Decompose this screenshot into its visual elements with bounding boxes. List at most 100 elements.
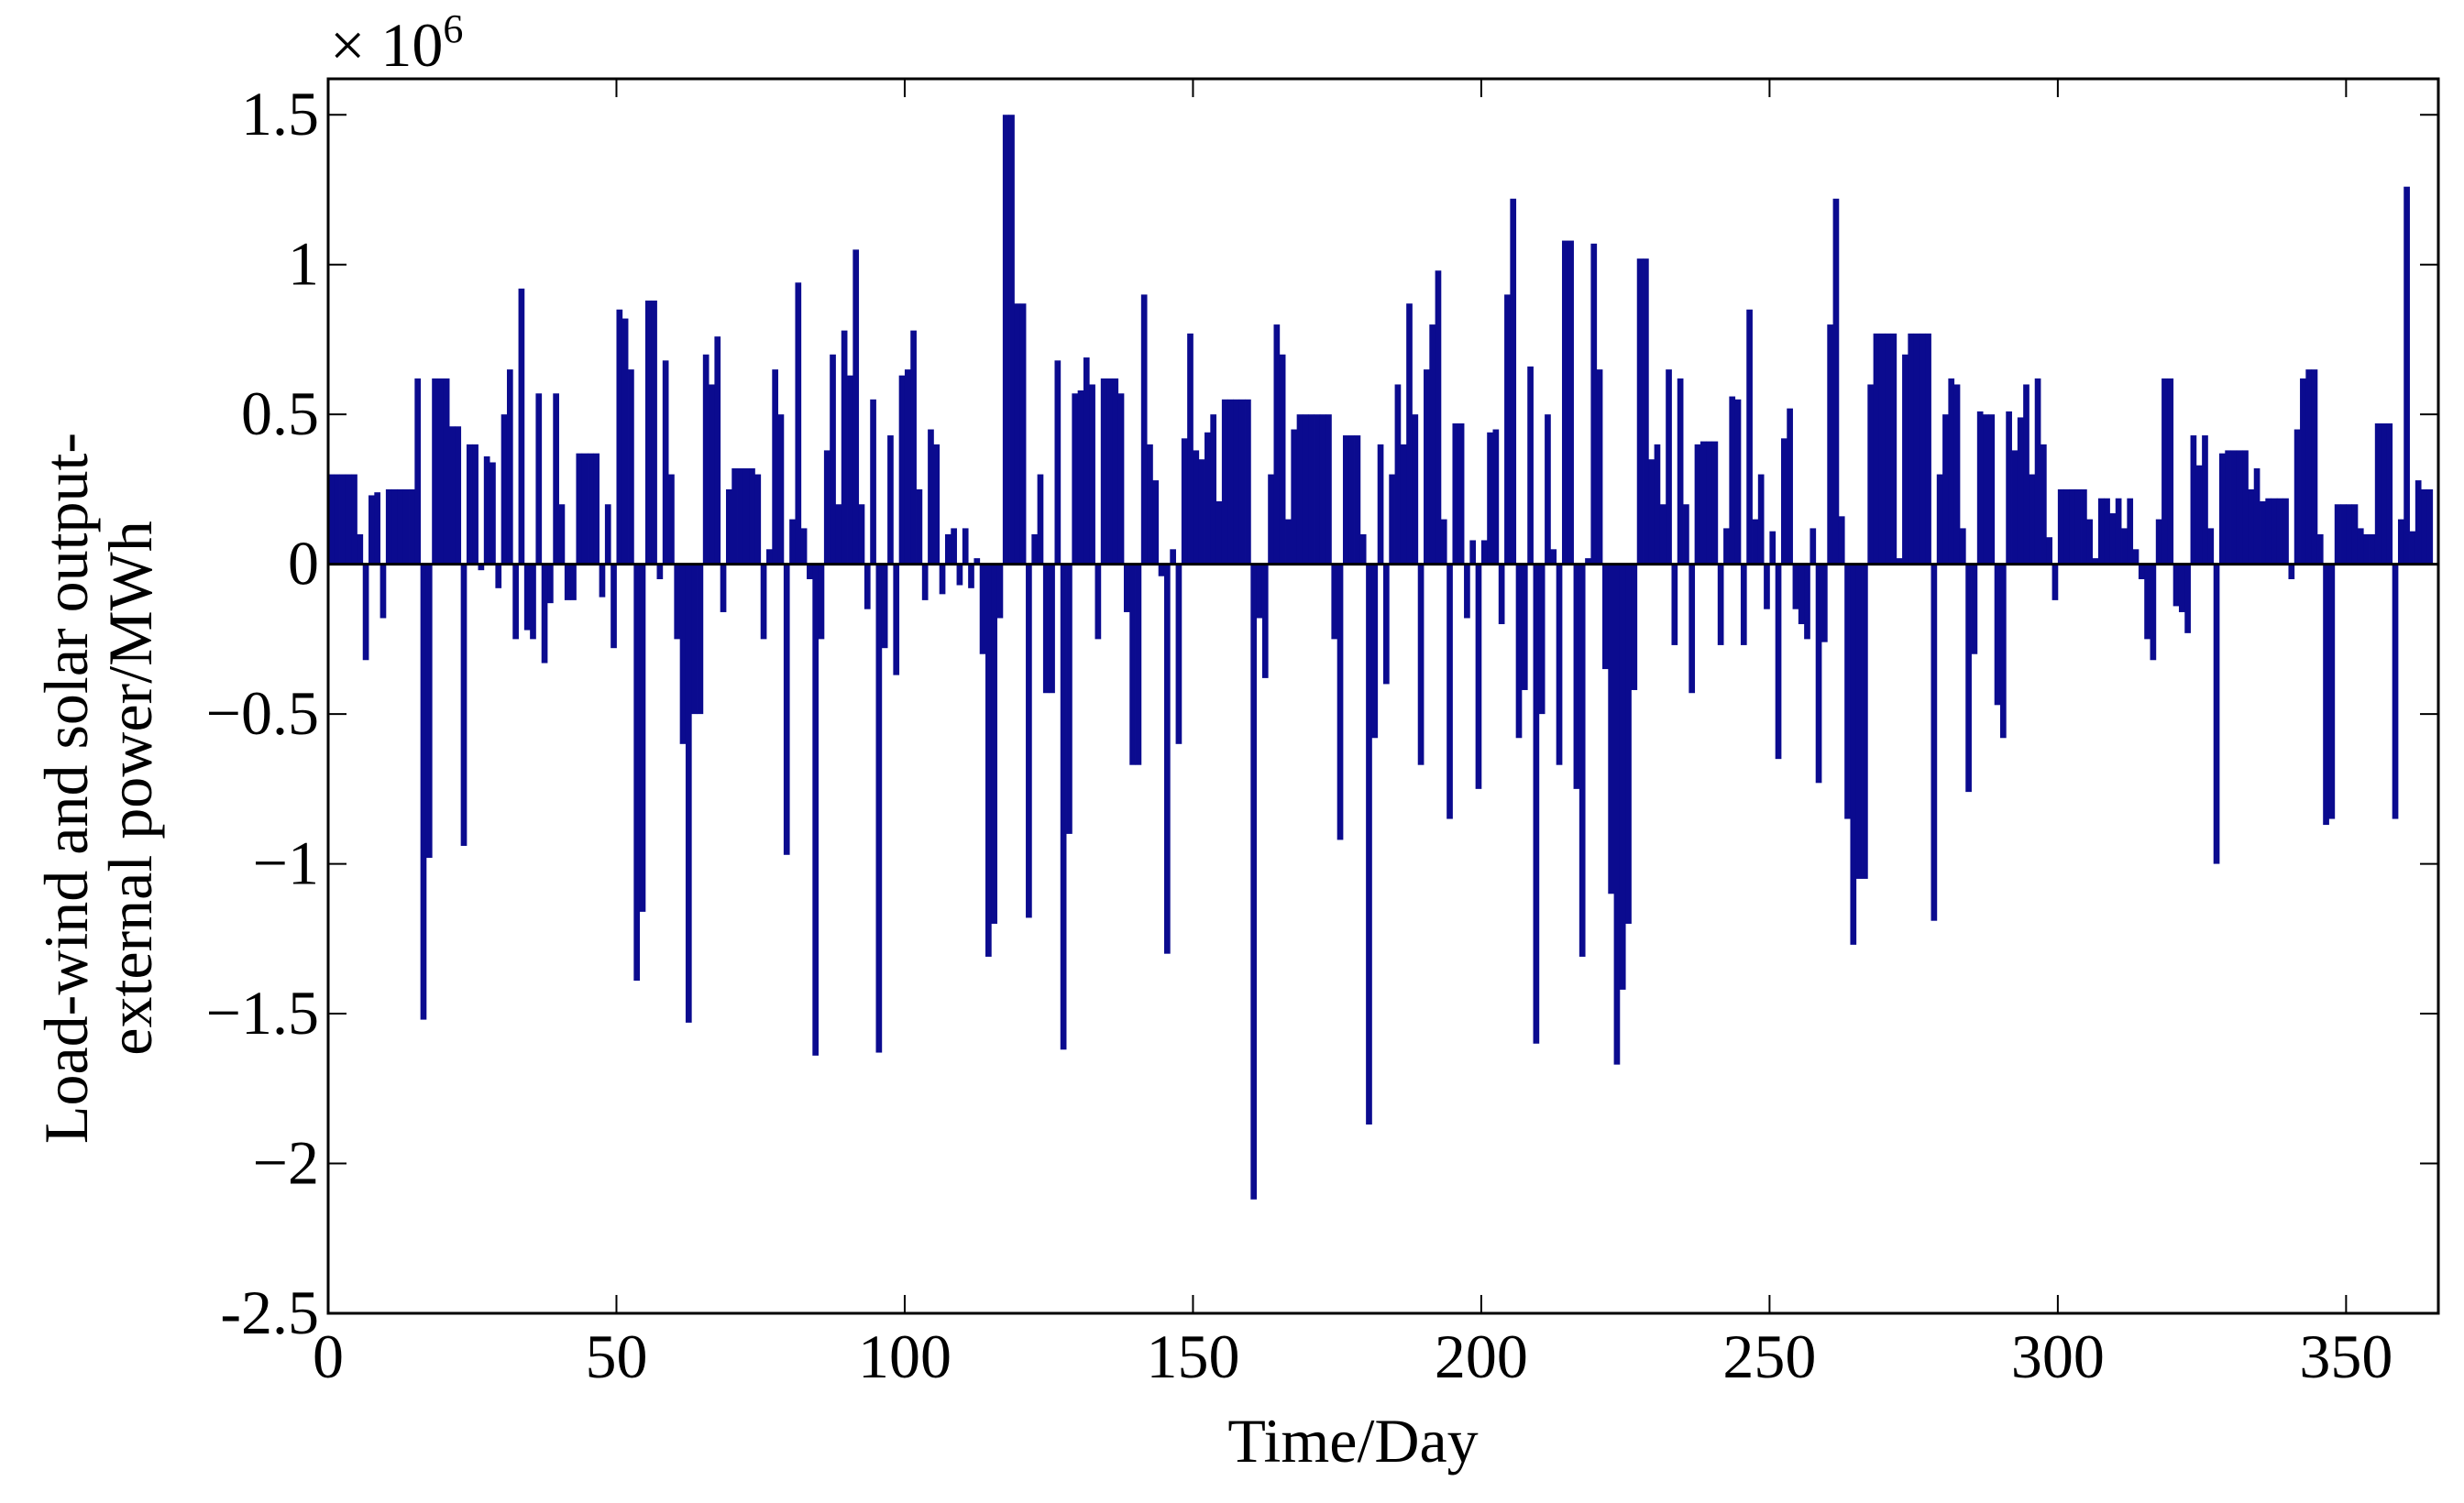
bar bbox=[1942, 414, 1949, 565]
y-multiplier: × 106 bbox=[330, 6, 463, 80]
bar bbox=[2109, 513, 2117, 565]
bar bbox=[2260, 500, 2266, 565]
bar bbox=[893, 564, 900, 675]
bar bbox=[835, 504, 842, 565]
bar bbox=[1568, 240, 1574, 565]
bar bbox=[1613, 564, 1621, 1065]
bar bbox=[460, 564, 468, 846]
bar bbox=[1838, 516, 1845, 565]
bar bbox=[1619, 564, 1626, 990]
bar bbox=[1764, 564, 1770, 609]
bar bbox=[512, 564, 519, 640]
bar bbox=[2150, 564, 2157, 661]
bar bbox=[1769, 531, 1776, 565]
bar bbox=[1383, 564, 1390, 685]
bar bbox=[2404, 186, 2410, 565]
bar bbox=[564, 564, 571, 600]
bar bbox=[968, 564, 974, 588]
bar bbox=[2057, 488, 2064, 565]
bar bbox=[1480, 540, 1488, 565]
bar bbox=[783, 564, 790, 855]
bar bbox=[1636, 258, 1644, 565]
bar bbox=[737, 468, 744, 565]
bar bbox=[1424, 369, 1430, 565]
bar bbox=[472, 444, 478, 565]
bar bbox=[2121, 528, 2128, 565]
bar bbox=[1608, 564, 1614, 894]
bar bbox=[2392, 564, 2399, 819]
bar bbox=[1117, 393, 1125, 565]
bar bbox=[1152, 480, 1160, 565]
bar bbox=[2300, 378, 2306, 565]
bar bbox=[449, 426, 456, 565]
bar bbox=[1319, 414, 1326, 565]
bar bbox=[1014, 303, 1021, 565]
bar bbox=[385, 488, 392, 565]
bar bbox=[725, 488, 732, 565]
bar bbox=[1204, 432, 1211, 565]
bar bbox=[1643, 258, 1649, 565]
bar bbox=[766, 549, 773, 565]
bar bbox=[1417, 564, 1424, 765]
bar bbox=[742, 468, 750, 565]
bar bbox=[2213, 564, 2220, 864]
bar bbox=[1510, 198, 1517, 565]
bar bbox=[1163, 564, 1171, 954]
bar bbox=[1389, 474, 1395, 565]
bar bbox=[1890, 333, 1898, 565]
bar bbox=[951, 528, 957, 565]
bar bbox=[2086, 519, 2094, 565]
y-axis-label-line: external power/MWh bbox=[95, 521, 165, 1055]
bar bbox=[1867, 384, 1875, 565]
bar bbox=[800, 528, 808, 565]
bar bbox=[1700, 441, 1707, 565]
bar bbox=[651, 300, 657, 565]
bar bbox=[1527, 366, 1534, 565]
bar bbox=[1602, 564, 1609, 670]
bar bbox=[2069, 488, 2076, 565]
bar bbox=[1193, 450, 1200, 565]
bar bbox=[604, 504, 611, 565]
bar bbox=[1181, 438, 1188, 565]
bar bbox=[1198, 459, 1205, 565]
bar bbox=[1953, 384, 1961, 565]
bar bbox=[1930, 564, 1938, 921]
bar bbox=[956, 564, 963, 586]
bar bbox=[732, 468, 738, 565]
bar bbox=[944, 533, 952, 565]
bar bbox=[1590, 243, 1598, 565]
bar bbox=[506, 369, 513, 565]
y-axis-label: Load-wind and solar output- external pow… bbox=[31, 433, 165, 1144]
bar bbox=[1556, 564, 1563, 765]
bar bbox=[2063, 488, 2070, 565]
bar bbox=[1187, 333, 1194, 565]
bar bbox=[500, 414, 508, 565]
bar bbox=[2282, 498, 2289, 565]
bar bbox=[2276, 498, 2283, 565]
bar bbox=[1238, 399, 1246, 565]
bar bbox=[2040, 444, 2047, 565]
bar bbox=[2195, 465, 2203, 565]
bar bbox=[1458, 422, 1465, 565]
bar bbox=[1475, 564, 1482, 789]
bar bbox=[662, 360, 669, 565]
bar bbox=[599, 564, 606, 598]
bar bbox=[1452, 422, 1459, 565]
bar bbox=[1913, 333, 1920, 565]
bar bbox=[2421, 488, 2427, 565]
bar bbox=[2409, 531, 2416, 565]
bar bbox=[847, 375, 853, 565]
bar bbox=[1688, 564, 1696, 694]
bar bbox=[1787, 408, 1793, 565]
bar bbox=[2034, 378, 2041, 565]
bar bbox=[1464, 564, 1470, 619]
bar bbox=[2386, 422, 2393, 565]
bar bbox=[1902, 354, 1908, 565]
bar bbox=[1671, 564, 1678, 645]
bar bbox=[1596, 369, 1603, 565]
bar bbox=[374, 492, 381, 565]
bar bbox=[2225, 450, 2231, 565]
bar bbox=[1308, 414, 1314, 565]
bar bbox=[720, 564, 727, 612]
bar bbox=[1273, 324, 1281, 565]
